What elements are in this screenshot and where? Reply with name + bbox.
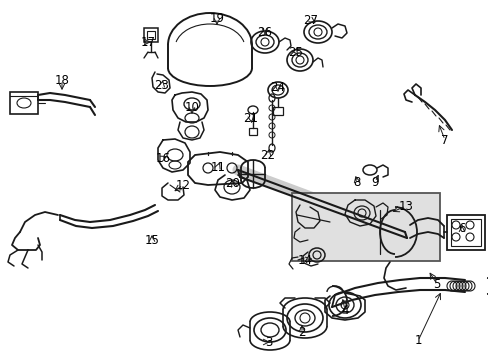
- Text: 18: 18: [55, 73, 69, 86]
- Text: 24: 24: [270, 81, 285, 94]
- Text: 7: 7: [440, 134, 448, 147]
- Text: 8: 8: [353, 176, 360, 189]
- Text: 20: 20: [225, 176, 240, 189]
- Text: 19: 19: [209, 12, 224, 24]
- Text: 25: 25: [288, 45, 303, 59]
- Text: 9: 9: [370, 176, 378, 189]
- Text: 17: 17: [140, 36, 155, 49]
- Text: 16: 16: [155, 152, 170, 165]
- Text: 2: 2: [298, 327, 305, 339]
- Text: 26: 26: [257, 26, 272, 39]
- Text: 6: 6: [457, 221, 465, 234]
- Bar: [147, 31, 155, 39]
- Text: 23: 23: [154, 78, 169, 91]
- Bar: [143, 28, 158, 42]
- Text: 27: 27: [303, 14, 318, 27]
- Bar: [450, 219, 480, 246]
- Text: 13: 13: [398, 199, 412, 212]
- Text: 10: 10: [184, 100, 199, 113]
- Bar: [446, 215, 484, 250]
- Text: 15: 15: [144, 234, 159, 247]
- Text: 12: 12: [175, 179, 190, 192]
- Text: 1: 1: [413, 334, 421, 347]
- Text: 5: 5: [432, 278, 440, 291]
- Text: 4: 4: [341, 303, 348, 316]
- Text: 21: 21: [243, 112, 258, 125]
- Text: 14: 14: [297, 253, 312, 266]
- Bar: [291, 193, 439, 261]
- Text: 11: 11: [210, 161, 225, 174]
- Text: 3: 3: [265, 336, 272, 348]
- Bar: [248, 128, 257, 135]
- Text: 22: 22: [260, 149, 275, 162]
- Bar: [10, 92, 38, 114]
- Bar: [272, 107, 283, 115]
